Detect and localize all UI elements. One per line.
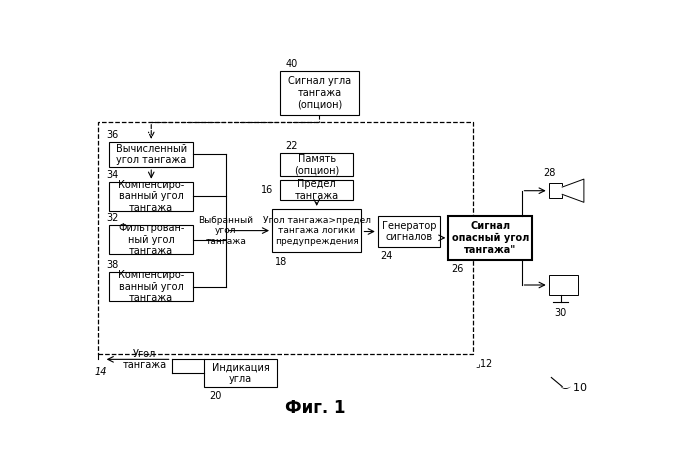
- Text: 40: 40: [286, 59, 298, 69]
- Text: $\lrcorner$12: $\lrcorner$12: [475, 357, 493, 370]
- Text: Предел
тангажа: Предел тангажа: [295, 179, 339, 201]
- Text: 38: 38: [106, 260, 119, 270]
- Text: Угол
тангажа: Угол тангажа: [122, 349, 167, 370]
- FancyBboxPatch shape: [204, 359, 277, 387]
- Text: 22: 22: [286, 141, 298, 151]
- Text: 16: 16: [261, 185, 273, 195]
- FancyBboxPatch shape: [280, 71, 358, 114]
- Text: Фильтрован-
ный угол
тангажа: Фильтрован- ный угол тангажа: [118, 223, 184, 256]
- FancyBboxPatch shape: [109, 142, 193, 167]
- Text: 14: 14: [94, 367, 107, 377]
- FancyBboxPatch shape: [280, 153, 354, 176]
- FancyBboxPatch shape: [280, 180, 354, 200]
- Text: 20: 20: [209, 391, 222, 401]
- Text: Память
(опцион): Память (опцион): [294, 154, 340, 175]
- FancyBboxPatch shape: [448, 216, 533, 260]
- FancyBboxPatch shape: [549, 275, 578, 295]
- Text: Индикация
угла: Индикация угла: [212, 362, 270, 384]
- Text: 36: 36: [106, 130, 119, 140]
- FancyBboxPatch shape: [109, 272, 193, 301]
- Text: Компенсиро-
ванный угол
тангажа: Компенсиро- ванный угол тангажа: [118, 270, 184, 303]
- Text: Вычисленный
угол тангажа: Вычисленный угол тангажа: [116, 144, 187, 165]
- Text: 32: 32: [106, 213, 119, 223]
- Text: Сигнал
опасный угол
тангажа": Сигнал опасный угол тангажа": [452, 221, 529, 254]
- FancyBboxPatch shape: [109, 225, 193, 254]
- Text: Компенсиро-
ванный угол
тангажа: Компенсиро- ванный угол тангажа: [118, 179, 184, 213]
- FancyBboxPatch shape: [109, 182, 193, 211]
- Polygon shape: [562, 179, 584, 203]
- FancyBboxPatch shape: [549, 183, 562, 198]
- FancyBboxPatch shape: [272, 209, 361, 252]
- Text: Фиг. 1: Фиг. 1: [285, 399, 346, 417]
- Text: Выбранный
угол
тангажа: Выбранный угол тангажа: [198, 216, 253, 245]
- Text: 30: 30: [554, 308, 567, 317]
- Text: 18: 18: [274, 257, 287, 267]
- Text: Угол тангажа>предел
тангажа логики
предупреждения: Угол тангажа>предел тангажа логики преду…: [262, 216, 371, 245]
- FancyBboxPatch shape: [378, 216, 440, 247]
- Text: Генератор
сигналов: Генератор сигналов: [382, 221, 436, 242]
- Text: 34: 34: [106, 170, 119, 180]
- Text: 24: 24: [381, 251, 393, 261]
- Text: $\smile$10: $\smile$10: [556, 381, 588, 392]
- Text: 28: 28: [543, 168, 556, 178]
- Text: 26: 26: [451, 264, 463, 274]
- Text: Сигнал угла
тангажа
(опцион): Сигнал угла тангажа (опцион): [288, 76, 351, 109]
